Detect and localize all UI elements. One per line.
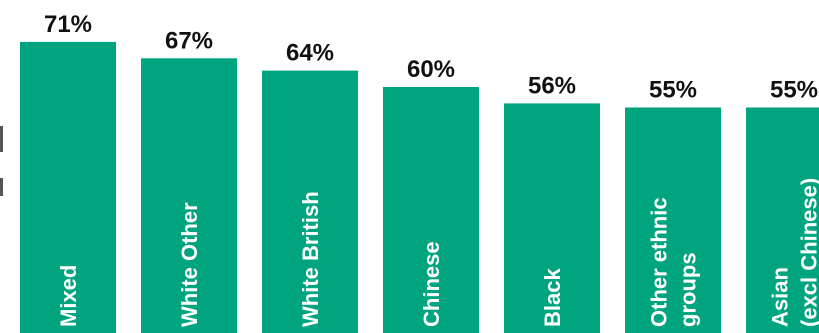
bar-2 bbox=[262, 70, 358, 333]
category-label-5-line-0: Other ethnic bbox=[647, 197, 672, 327]
value-label-5: 55% bbox=[649, 77, 697, 104]
category-label-3-line-0: Chinese bbox=[419, 241, 444, 327]
category-label-1-line-0: White Other bbox=[177, 202, 202, 327]
category-label-0-line-0: Mixed bbox=[56, 265, 81, 327]
category-label-2: White British bbox=[298, 191, 323, 327]
category-label-3: Chinese bbox=[419, 241, 444, 327]
bar-1 bbox=[141, 58, 237, 333]
bar-5 bbox=[625, 107, 721, 333]
value-label-1: 67% bbox=[165, 27, 213, 54]
category-label-4-line-0: Black bbox=[540, 268, 565, 327]
category-label-4: Black bbox=[540, 268, 565, 327]
value-label-4: 56% bbox=[528, 72, 576, 99]
category-label-6-line-0: Asian bbox=[768, 267, 793, 327]
category-label-0: Mixed bbox=[56, 265, 81, 327]
bar-4 bbox=[504, 103, 600, 333]
category-label-1: White Other bbox=[177, 202, 202, 327]
value-label-0: 71% bbox=[44, 11, 92, 38]
category-label-5: Other ethnic groups bbox=[647, 197, 701, 327]
category-label-6: Asian (excl Chinese) bbox=[768, 178, 819, 327]
left-edge-mark-bottom bbox=[0, 178, 3, 196]
left-edge-mark-top bbox=[0, 126, 3, 152]
value-label-2: 64% bbox=[286, 40, 334, 67]
category-label-6-line-1: (excl Chinese) bbox=[797, 178, 819, 327]
bar-0 bbox=[20, 41, 116, 333]
bars-group bbox=[20, 41, 819, 333]
value-label-6: 55% bbox=[770, 77, 818, 104]
category-label-5-line-1: groups bbox=[676, 252, 701, 327]
category-label-2-line-0: White British bbox=[298, 191, 323, 327]
value-label-3: 60% bbox=[407, 56, 455, 83]
bar-3 bbox=[383, 87, 479, 333]
bar-6 bbox=[746, 107, 819, 333]
labels-group: 71% Mixed 67% White Other 64% White British 60… bbox=[44, 11, 819, 327]
